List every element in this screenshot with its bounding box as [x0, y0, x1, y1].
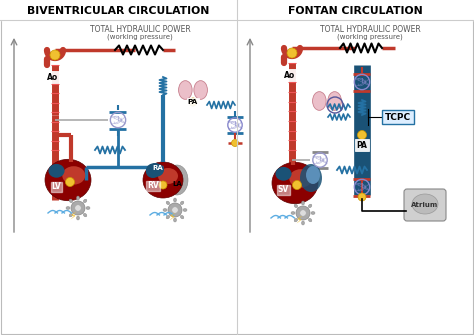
Text: PA: PA	[356, 140, 367, 149]
Circle shape	[287, 48, 297, 58]
Ellipse shape	[194, 81, 208, 99]
Ellipse shape	[173, 198, 176, 202]
Ellipse shape	[308, 204, 312, 208]
Ellipse shape	[166, 165, 188, 195]
Ellipse shape	[306, 166, 320, 184]
Text: FONTAN CIRCULATION: FONTAN CIRCULATION	[288, 6, 422, 16]
Text: RA: RA	[153, 165, 164, 171]
Ellipse shape	[308, 218, 312, 222]
Text: TCPC: TCPC	[385, 113, 411, 122]
Text: RV: RV	[147, 182, 159, 191]
Ellipse shape	[311, 211, 315, 214]
Ellipse shape	[66, 206, 70, 209]
Ellipse shape	[158, 168, 178, 184]
Circle shape	[296, 206, 310, 220]
Ellipse shape	[69, 199, 73, 203]
Text: (working pressure): (working pressure)	[107, 34, 173, 40]
Ellipse shape	[48, 164, 64, 178]
Ellipse shape	[180, 215, 184, 219]
Ellipse shape	[300, 164, 322, 192]
Circle shape	[50, 50, 60, 60]
Ellipse shape	[45, 159, 91, 201]
Text: ⚡: ⚡	[169, 212, 175, 222]
Ellipse shape	[291, 211, 295, 214]
Ellipse shape	[62, 166, 85, 185]
Circle shape	[71, 201, 85, 215]
Circle shape	[292, 181, 301, 190]
Ellipse shape	[412, 194, 438, 214]
Ellipse shape	[76, 216, 80, 220]
Ellipse shape	[289, 169, 312, 188]
Ellipse shape	[173, 218, 176, 222]
Ellipse shape	[166, 201, 170, 205]
Ellipse shape	[76, 196, 80, 200]
Text: SV: SV	[278, 185, 289, 194]
Text: Ao: Ao	[284, 70, 296, 79]
Ellipse shape	[83, 199, 87, 203]
Ellipse shape	[294, 204, 298, 208]
Text: Ao: Ao	[47, 72, 59, 81]
Text: TOTAL HYDRAULIC POWER: TOTAL HYDRAULIC POWER	[90, 25, 191, 35]
Ellipse shape	[166, 215, 170, 219]
FancyBboxPatch shape	[404, 189, 446, 221]
Text: TOTAL HYDRAULIC POWER: TOTAL HYDRAULIC POWER	[319, 25, 420, 35]
Circle shape	[357, 131, 366, 139]
Ellipse shape	[83, 213, 87, 217]
Ellipse shape	[301, 201, 304, 205]
Bar	[237, 0, 474, 20]
Ellipse shape	[163, 208, 167, 211]
Ellipse shape	[180, 201, 184, 205]
Ellipse shape	[301, 221, 304, 225]
Ellipse shape	[328, 92, 341, 110]
Text: LV: LV	[52, 182, 61, 191]
Ellipse shape	[146, 163, 164, 177]
Ellipse shape	[272, 162, 318, 204]
Circle shape	[168, 203, 182, 217]
Text: (working pressure): (working pressure)	[337, 34, 403, 40]
Circle shape	[159, 181, 167, 189]
Text: LA: LA	[172, 181, 182, 187]
Ellipse shape	[183, 208, 187, 211]
Ellipse shape	[294, 218, 298, 222]
Ellipse shape	[69, 213, 73, 217]
Circle shape	[75, 205, 81, 211]
Ellipse shape	[275, 167, 292, 181]
Text: ⚡: ⚡	[70, 211, 76, 221]
Ellipse shape	[179, 81, 192, 99]
Bar	[0, 0, 237, 20]
Ellipse shape	[143, 162, 183, 198]
Ellipse shape	[86, 206, 90, 209]
Text: BIVENTRICULAR CIRCULATION: BIVENTRICULAR CIRCULATION	[27, 6, 209, 16]
Circle shape	[172, 207, 178, 213]
Ellipse shape	[146, 166, 160, 178]
Text: PA: PA	[188, 99, 198, 105]
Circle shape	[231, 139, 238, 146]
Circle shape	[189, 98, 197, 106]
Circle shape	[65, 178, 74, 187]
Ellipse shape	[312, 92, 326, 110]
Circle shape	[300, 210, 306, 216]
Text: ⚡: ⚡	[296, 215, 302, 225]
Text: Atrium: Atrium	[411, 202, 438, 208]
Circle shape	[358, 193, 366, 201]
